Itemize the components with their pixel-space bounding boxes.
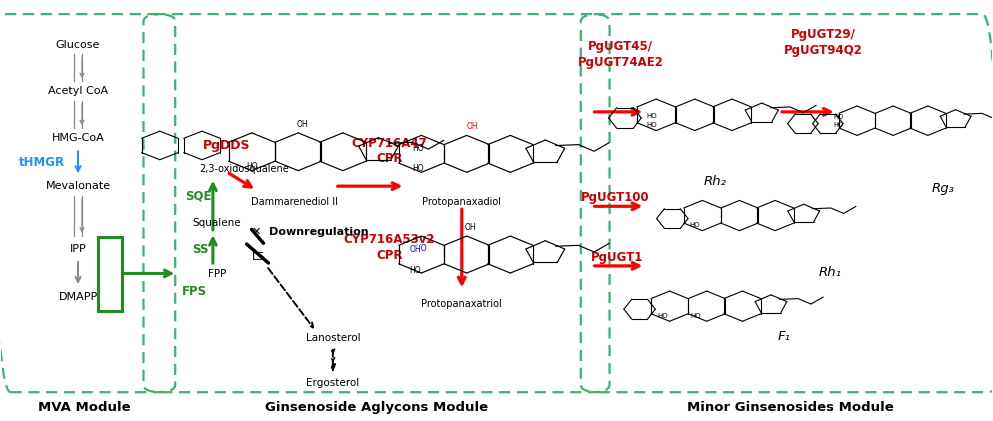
- Text: FPP: FPP: [208, 269, 226, 279]
- Text: SS: SS: [192, 242, 209, 256]
- Text: CPR: CPR: [376, 152, 402, 165]
- Text: Rh₁: Rh₁: [818, 266, 841, 279]
- Text: LS: LS: [252, 252, 265, 262]
- Text: CYP716A47: CYP716A47: [352, 137, 427, 150]
- Text: PgUGT100: PgUGT100: [581, 192, 649, 205]
- Text: SQE: SQE: [185, 190, 212, 203]
- Text: HO: HO: [246, 163, 258, 171]
- Text: Rg₃: Rg₃: [931, 182, 954, 195]
- Text: HO: HO: [412, 165, 424, 173]
- Text: Lanosterol: Lanosterol: [306, 333, 360, 344]
- Text: CPR: CPR: [376, 249, 402, 262]
- Text: Rh₂: Rh₂: [703, 176, 726, 189]
- Text: OH: OH: [409, 245, 421, 254]
- Text: HMG-CoA: HMG-CoA: [52, 133, 104, 143]
- Text: IPP: IPP: [70, 244, 86, 254]
- Text: PgUGT94Q2: PgUGT94Q2: [784, 44, 863, 57]
- Text: Dammarenediol II: Dammarenediol II: [250, 197, 338, 207]
- Text: Squalene: Squalene: [193, 218, 241, 228]
- Text: OH: OH: [296, 120, 308, 129]
- Text: 2,3-oxidosqualene: 2,3-oxidosqualene: [199, 163, 289, 173]
- Text: PgDDS: PgDDS: [203, 139, 250, 152]
- Text: F₁: F₁: [778, 330, 790, 343]
- Text: HO: HO: [657, 312, 667, 319]
- Text: HO: HO: [834, 114, 844, 120]
- Text: HO: HO: [409, 266, 421, 274]
- Text: HO: HO: [834, 123, 844, 128]
- Text: HO: HO: [690, 222, 700, 228]
- Text: Acetyl CoA: Acetyl CoA: [48, 86, 108, 96]
- Text: MVA Module: MVA Module: [38, 401, 130, 414]
- Text: HO: HO: [646, 113, 656, 119]
- Text: OH: OH: [467, 122, 479, 131]
- Text: ✕  Downregulation: ✕ Downregulation: [251, 227, 368, 237]
- Text: PgUGT74AE2: PgUGT74AE2: [578, 56, 663, 69]
- Text: PgUGT29/: PgUGT29/: [791, 28, 856, 41]
- Text: tHMGR: tHMGR: [19, 156, 65, 169]
- Text: CYP716A53v2: CYP716A53v2: [344, 233, 435, 246]
- Text: Protopanaxadiol: Protopanaxadiol: [422, 197, 501, 207]
- Text: HO: HO: [412, 144, 424, 153]
- Text: Ginsenoside Aglycons Module: Ginsenoside Aglycons Module: [265, 401, 489, 414]
- Text: PgUGT1: PgUGT1: [591, 251, 643, 264]
- Text: HO: HO: [691, 312, 701, 319]
- Text: FPS: FPS: [182, 285, 207, 298]
- Text: DMAPP: DMAPP: [59, 291, 97, 301]
- Text: PgUGT45/: PgUGT45/: [588, 40, 653, 53]
- Text: Glucose: Glucose: [56, 40, 100, 50]
- Text: Protopanaxatriol: Protopanaxatriol: [421, 298, 502, 309]
- Text: Mevalonate: Mevalonate: [46, 181, 110, 191]
- Text: HO: HO: [646, 122, 656, 128]
- Text: HO: HO: [415, 244, 427, 253]
- Text: OH: OH: [465, 223, 477, 232]
- Text: Minor Ginsenosides Module: Minor Ginsenosides Module: [686, 401, 894, 414]
- Text: Ergosterol: Ergosterol: [306, 378, 359, 388]
